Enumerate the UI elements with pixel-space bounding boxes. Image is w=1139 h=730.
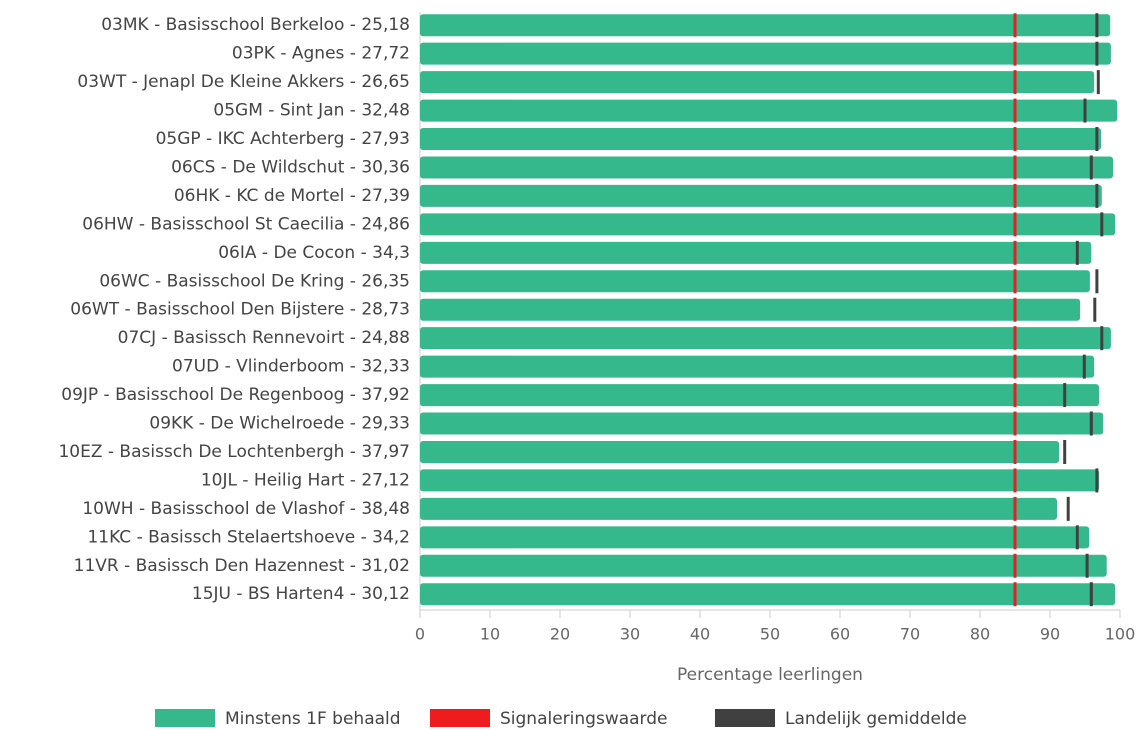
y-tick-label: 03MK - Basisschool Berkeloo - 25,18 — [101, 15, 410, 35]
y-tick-label: 07CJ - Basissch Rennevoirt - 24,88 — [118, 328, 410, 348]
bar — [420, 42, 1111, 65]
y-tick-label: 06WT - Basisschool Den Bijstere - 28,73 — [70, 300, 410, 320]
y-tick-label: 06WC - Basisschool De Kring - 26,35 — [99, 271, 410, 291]
bar — [420, 270, 1090, 293]
bar — [420, 384, 1099, 407]
x-tick-label: 0 — [415, 625, 425, 644]
legend-swatch — [430, 709, 490, 727]
bar — [420, 128, 1102, 151]
y-tick-label: 10JL - Heilig Hart - 27,12 — [201, 470, 410, 490]
bar — [420, 583, 1116, 606]
y-tick-label: 05GP - IKC Achterberg - 27,93 — [156, 129, 410, 149]
legend-label: Landelijk gemiddelde — [785, 709, 967, 729]
x-tick-label: 60 — [830, 625, 850, 644]
y-tick-label: 06HK - KC de Mortel - 27,39 — [174, 186, 410, 206]
y-tick-label: 11VR - Basissch Den Hazennest - 31,02 — [74, 556, 410, 576]
y-tick-label: 09KK - De Wichelroede - 29,33 — [149, 414, 410, 434]
bar — [420, 241, 1092, 264]
y-tick-label: 15JU - BS Harten4 - 30,12 — [192, 584, 410, 604]
legend-swatch — [155, 709, 215, 727]
bar — [420, 71, 1095, 94]
bar — [420, 554, 1107, 577]
x-tick-label: 90 — [1040, 625, 1060, 644]
y-tick-label: 11KC - Basissch Stelaertshoeve - 34,2 — [87, 527, 410, 547]
x-axis-title: Percentage leerlingen — [677, 665, 863, 685]
y-tick-label: 10WH - Basisschool de Vlashof - 38,48 — [82, 499, 410, 519]
x-tick-label: 40 — [690, 625, 710, 644]
x-tick-label: 80 — [970, 625, 990, 644]
bar — [420, 526, 1090, 549]
bar — [420, 355, 1095, 378]
legend-label: Minstens 1F behaald — [225, 709, 401, 729]
x-tick-label: 20 — [550, 625, 570, 644]
bar — [420, 440, 1060, 463]
bar — [420, 327, 1111, 350]
legend-label: Signaleringswaarde — [500, 709, 668, 729]
y-tick-label: 06IA - De Cocon - 34,3 — [218, 243, 410, 263]
y-tick-label: 05GM - Sint Jan - 32,48 — [213, 101, 410, 121]
x-tick-label: 100 — [1105, 625, 1136, 644]
bar — [420, 469, 1099, 492]
y-tick-label: 09JP - Basisschool De Regenboog - 37,92 — [61, 385, 410, 405]
bar — [420, 213, 1116, 236]
x-tick-label: 70 — [900, 625, 920, 644]
x-tick-label: 50 — [760, 625, 780, 644]
legend-swatch — [715, 709, 775, 727]
bar — [420, 156, 1113, 179]
y-tick-label: 10EZ - Basissch De Lochtenbergh - 37,97 — [58, 442, 410, 462]
y-tick-label: 03WT - Jenapl De Kleine Akkers - 26,65 — [77, 72, 410, 92]
bar — [420, 14, 1111, 37]
y-tick-label: 03PK - Agnes - 27,72 — [232, 44, 410, 64]
x-tick-label: 10 — [480, 625, 500, 644]
x-tick-label: 30 — [620, 625, 640, 644]
bar — [420, 99, 1118, 122]
bar — [420, 412, 1104, 435]
bar — [420, 298, 1081, 321]
y-tick-label: 06HW - Basisschool St Caecilia - 24,86 — [82, 214, 410, 234]
bar — [420, 184, 1102, 207]
y-tick-label: 06CS - De Wildschut - 30,36 — [171, 157, 410, 177]
bar — [420, 497, 1057, 520]
y-tick-label: 07UD - Vlinderboom - 32,33 — [172, 357, 410, 377]
